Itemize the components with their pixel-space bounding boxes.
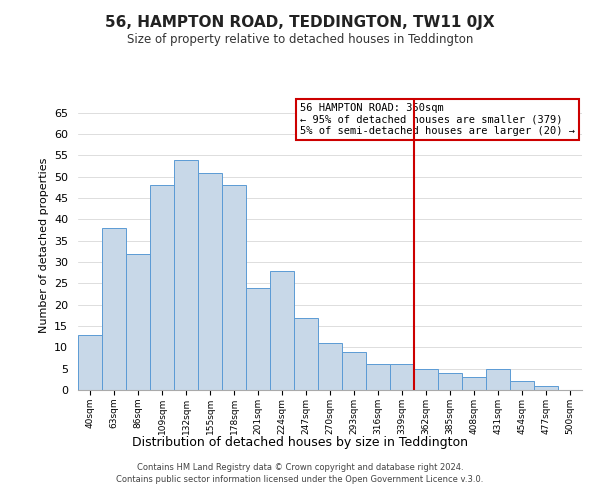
Y-axis label: Number of detached properties: Number of detached properties <box>38 158 49 332</box>
Bar <box>270 270 294 390</box>
Bar <box>390 364 414 390</box>
Text: 56, HAMPTON ROAD, TEDDINGTON, TW11 0JX: 56, HAMPTON ROAD, TEDDINGTON, TW11 0JX <box>105 15 495 30</box>
Bar <box>174 160 198 390</box>
Text: 56 HAMPTON ROAD: 350sqm
← 95% of detached houses are smaller (379)
5% of semi-de: 56 HAMPTON ROAD: 350sqm ← 95% of detache… <box>300 103 575 136</box>
Bar <box>102 228 126 390</box>
Bar <box>438 373 462 390</box>
Bar <box>150 186 174 390</box>
Bar <box>198 172 222 390</box>
Bar <box>126 254 150 390</box>
Bar <box>510 382 534 390</box>
Bar <box>246 288 270 390</box>
Bar <box>78 334 102 390</box>
Text: Contains public sector information licensed under the Open Government Licence v.: Contains public sector information licen… <box>116 474 484 484</box>
Text: Size of property relative to detached houses in Teddington: Size of property relative to detached ho… <box>127 32 473 46</box>
Text: Distribution of detached houses by size in Teddington: Distribution of detached houses by size … <box>132 436 468 449</box>
Bar <box>534 386 558 390</box>
Bar <box>342 352 366 390</box>
Bar <box>366 364 390 390</box>
Bar <box>414 368 438 390</box>
Bar <box>318 343 342 390</box>
Bar <box>486 368 510 390</box>
Bar <box>222 186 246 390</box>
Bar <box>294 318 318 390</box>
Text: Contains HM Land Registry data © Crown copyright and database right 2024.: Contains HM Land Registry data © Crown c… <box>137 464 463 472</box>
Bar <box>462 377 486 390</box>
